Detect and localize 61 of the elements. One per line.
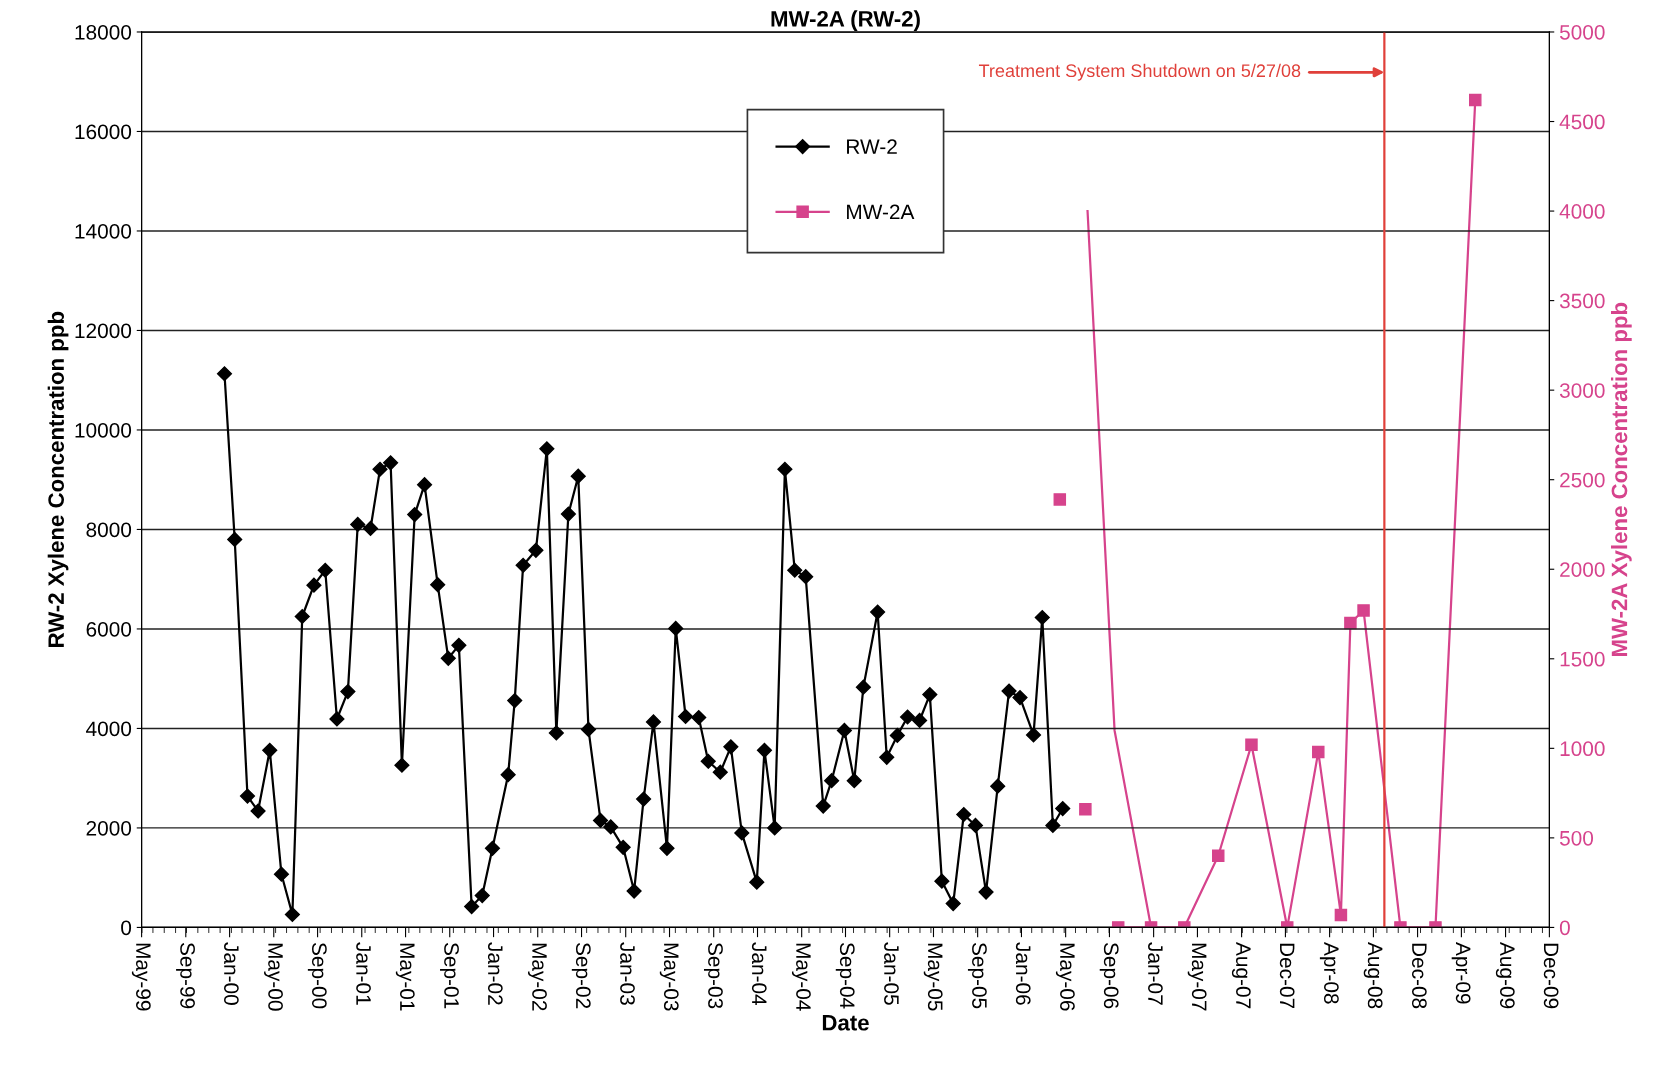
x-tick-label: Sep-99 <box>176 942 195 1009</box>
x-tick-label: Dec-08 <box>1411 943 1427 1009</box>
y2-tick-label: 4000 <box>1559 204 1605 219</box>
y2-tick-label: 3000 <box>1559 383 1605 398</box>
y2-tick-label: 1500 <box>1560 651 1605 667</box>
x-tick-label: Sep-03 <box>703 942 723 1009</box>
y2-tick-label: 4500 <box>1559 114 1605 130</box>
y-tick-label: 2000 <box>86 820 132 836</box>
x-tick-label: Aug-08 <box>1363 942 1383 1009</box>
legend-label: MW-2A <box>847 204 915 220</box>
x-tick-label: Apr-08 <box>1319 942 1339 1004</box>
x-tick-label: May-04 <box>791 943 811 1011</box>
x-tick-label: Jan-02 <box>487 942 503 1005</box>
y2-tick-label: 3500 <box>1559 293 1605 309</box>
y2-tick-label: 2500 <box>1560 472 1605 488</box>
y-tick-label: 6000 <box>86 621 132 637</box>
x-tick-label: Aug-09 <box>1495 942 1515 1009</box>
y-tick-label: 8000 <box>86 522 132 538</box>
x-tick-label: Jan-03 <box>620 942 635 1005</box>
x-tick-label: Jan-04 <box>751 942 767 1006</box>
x-tick-label: Sep-04 <box>835 942 855 1009</box>
x-tick-label: May-02 <box>528 943 547 1011</box>
x-tick-label: May-05 <box>923 943 943 1011</box>
x-tick-label: Jan-06 <box>1015 942 1031 1005</box>
x-tick-label: Jan-00 <box>224 942 239 1005</box>
y-tick-label: 16000 <box>75 124 132 140</box>
y-tick-label: 10000 <box>75 422 132 438</box>
y-tick-label: 0 <box>121 920 132 936</box>
x-tick-label: Apr-09 <box>1451 942 1471 1004</box>
x-tick-label: Jan-07 <box>1148 942 1163 1005</box>
y2-tick-label: 1000 <box>1560 741 1605 757</box>
y-tick-label: 18000 <box>75 24 132 40</box>
x-tick-label: Sep-05 <box>967 942 987 1009</box>
x-tick-label: Aug-07 <box>1231 942 1251 1009</box>
legend-label: RW-2 <box>847 139 897 154</box>
y-axis-title: RW-2 Xylene Concentration ppb <box>47 311 69 647</box>
y2-tick-label: 500 <box>1559 830 1594 846</box>
y2-tick-label: 2000 <box>1560 562 1605 577</box>
y2-axis-title: MW-2A Xylene Concentration ppb <box>1611 302 1632 656</box>
x-tick-label: Dec-07 <box>1279 943 1295 1009</box>
x-tick-label: May-00 <box>264 943 283 1011</box>
y-tick-label: 4000 <box>86 721 132 737</box>
y-tick-label: 14000 <box>75 223 132 239</box>
x-tick-label: Dec-09 <box>1543 943 1559 1009</box>
x-tick-label: Sep-02 <box>571 942 591 1009</box>
x-tick-label: Sep-00 <box>307 942 327 1009</box>
x-tick-label: May-06 <box>1055 943 1075 1011</box>
x-tick-label: May-03 <box>659 943 679 1011</box>
y-tick-label: 12000 <box>75 323 132 339</box>
x-tick-label: Jan-05 <box>884 942 899 1005</box>
x-tick-label: Jan-01 <box>356 942 371 1005</box>
x-tick-label: Sep-01 <box>440 942 459 1009</box>
x-tick-label: May-01 <box>395 943 415 1011</box>
x-tick-label: May-07 <box>1187 943 1207 1011</box>
x-axis-title: Date <box>822 1015 869 1031</box>
y2-tick-label: 5000 <box>1559 24 1605 40</box>
x-tick-label: May-99 <box>131 943 151 1011</box>
ref-line-label: Treatment System Shutdown on 5/27/08 <box>978 63 1301 81</box>
chart-title: MW-2A (RW-2) <box>771 10 920 32</box>
y2-tick-label: 0 <box>1559 920 1570 936</box>
x-tick-label: Sep-06 <box>1099 942 1119 1009</box>
